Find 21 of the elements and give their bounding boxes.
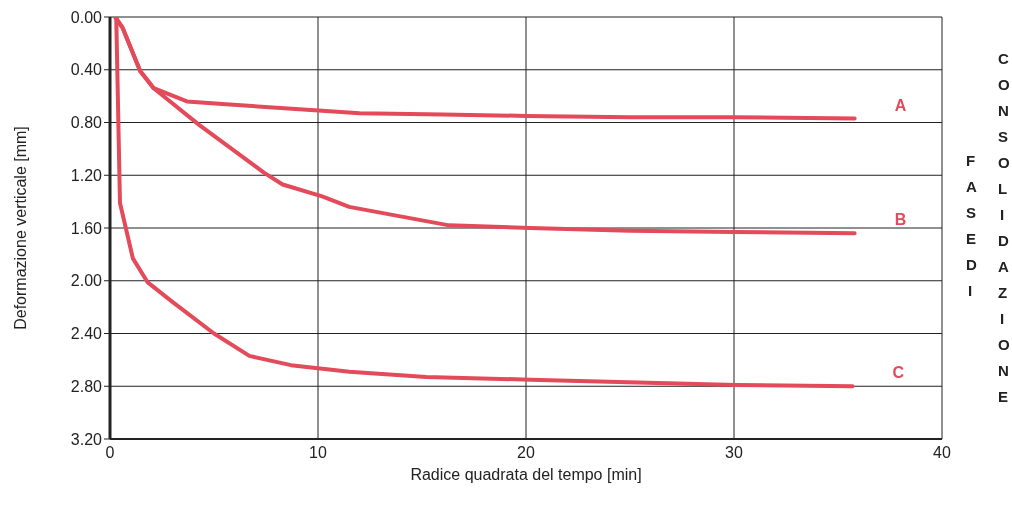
text: A (894, 96, 907, 114)
x-tick-label: 40 (933, 444, 951, 462)
text: FASE DI (966, 151, 977, 301)
x-tick-label: 10 (309, 444, 327, 462)
x-tick-label: 20 (517, 444, 535, 462)
x-tick-label: 0 (105, 444, 115, 462)
y-axis-title: Deformazione verticale [mm] (11, 126, 29, 330)
y-tick-label: 1.60 (70, 219, 103, 237)
x-axis-title: Radice quadrata del tempo [min] (410, 466, 642, 483)
y-tick-label: 2.00 (70, 272, 103, 290)
x-tick-label: 30 (725, 444, 743, 462)
text: CONSOLIDAZIONE (998, 50, 1010, 405)
y-tick-label: 0.00 (70, 8, 103, 26)
y-tick-label: 1.20 (70, 166, 103, 184)
text: B (894, 211, 907, 229)
y-tick-label: 2.80 (70, 377, 103, 395)
text: C (892, 364, 905, 382)
y-tick-label: 2.40 (70, 325, 103, 343)
y-tick-label: 0.40 (70, 61, 103, 79)
y-tick-label: 3.20 (70, 430, 103, 448)
y-tick-label: 0.80 (70, 114, 103, 132)
